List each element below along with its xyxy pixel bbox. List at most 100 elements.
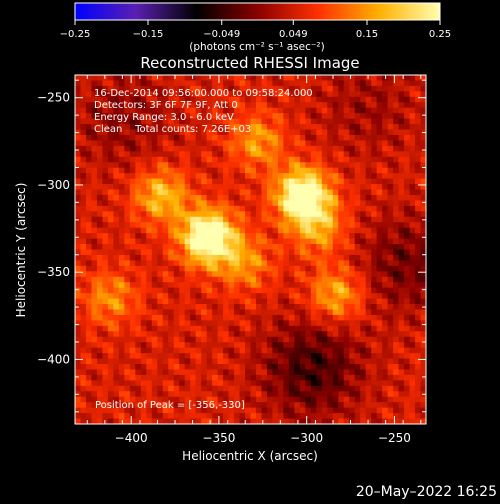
heatmap-cell bbox=[179, 347, 186, 354]
heatmap-cell bbox=[365, 96, 372, 103]
heatmap-cell bbox=[310, 380, 317, 387]
heatmap-cell bbox=[288, 364, 295, 371]
heatmap-cell bbox=[124, 75, 131, 82]
heatmap-cell bbox=[118, 194, 125, 202]
heatmap-cell bbox=[135, 358, 142, 365]
heatmap-cell bbox=[129, 102, 136, 109]
heatmap-cell bbox=[168, 156, 175, 163]
heatmap-cell bbox=[415, 380, 422, 387]
heatmap-cell bbox=[376, 347, 383, 354]
heatmap-cell bbox=[349, 134, 356, 142]
heatmap-cell bbox=[190, 347, 197, 354]
heatmap-cell bbox=[124, 85, 131, 92]
heatmap-cell bbox=[96, 211, 104, 218]
heatmap-cell bbox=[261, 244, 268, 251]
heatmap-cell bbox=[201, 396, 208, 403]
heatmap-cell bbox=[283, 271, 290, 278]
heatmap-cell bbox=[255, 353, 263, 360]
heatmap-cell bbox=[157, 320, 164, 327]
heatmap-cell bbox=[113, 418, 120, 424]
heatmap-cell bbox=[283, 205, 290, 212]
heatmap-cell bbox=[283, 320, 290, 327]
heatmap-cell bbox=[420, 233, 426, 240]
heatmap-cell bbox=[129, 151, 136, 158]
heatmap-cell bbox=[124, 233, 131, 240]
heatmap-cell bbox=[404, 407, 411, 414]
heatmap-cell bbox=[376, 342, 383, 349]
heatmap-cell bbox=[206, 385, 213, 392]
heatmap-cell bbox=[382, 254, 389, 261]
heatmap-cell bbox=[409, 385, 416, 392]
heatmap-cell bbox=[261, 249, 268, 256]
heatmap-cell bbox=[80, 413, 87, 420]
heatmap-cell bbox=[371, 374, 378, 381]
heatmap-cell bbox=[415, 156, 422, 163]
heatmap-cell bbox=[338, 271, 345, 278]
heatmap-cell bbox=[212, 385, 219, 392]
heatmap-cell bbox=[316, 320, 323, 327]
heatmap-cell bbox=[283, 402, 290, 409]
heatmap-cell bbox=[102, 233, 109, 240]
heatmap-cell bbox=[321, 374, 328, 381]
heatmap-cell bbox=[393, 194, 400, 202]
heatmap-cell bbox=[146, 364, 153, 371]
heatmap-cell bbox=[316, 134, 323, 142]
heatmap-cell bbox=[96, 162, 104, 169]
heatmap-cell bbox=[393, 364, 400, 371]
heatmap-cell bbox=[212, 227, 219, 234]
heatmap-cell bbox=[146, 418, 153, 424]
heatmap-cell bbox=[124, 80, 131, 87]
heatmap-cell bbox=[96, 222, 104, 229]
heatmap-cell bbox=[168, 96, 175, 103]
heatmap-cell bbox=[184, 347, 191, 354]
heatmap-cell bbox=[404, 304, 411, 311]
heatmap-cell bbox=[338, 233, 345, 240]
heatmap-cell bbox=[365, 282, 372, 289]
heatmap-cell bbox=[349, 178, 356, 185]
heatmap-cell bbox=[321, 222, 328, 229]
heatmap-cell bbox=[102, 374, 109, 381]
heatmap-cell bbox=[113, 140, 120, 147]
heatmap-cell bbox=[299, 238, 306, 245]
heatmap-cell bbox=[173, 249, 180, 256]
heatmap-cell bbox=[118, 156, 125, 163]
heatmap-cell bbox=[354, 102, 361, 109]
heatmap-cell bbox=[420, 244, 426, 251]
heatmap-cell bbox=[212, 287, 219, 294]
heatmap-cell bbox=[245, 162, 252, 169]
heatmap-cell bbox=[404, 91, 411, 98]
heatmap-cell bbox=[80, 402, 87, 409]
heatmap-cell bbox=[201, 391, 208, 398]
heatmap-cell bbox=[217, 200, 224, 207]
heatmap-cell bbox=[420, 396, 426, 403]
heatmap-cell bbox=[157, 249, 164, 256]
heatmap-cell bbox=[151, 200, 158, 207]
heatmap-cell bbox=[245, 118, 252, 125]
heatmap-cell bbox=[272, 134, 279, 142]
heatmap-cell bbox=[327, 254, 334, 261]
heatmap-cell bbox=[107, 244, 114, 251]
heatmap-cell bbox=[283, 309, 290, 316]
heatmap-cell bbox=[85, 96, 93, 103]
heatmap-cell bbox=[168, 200, 175, 207]
heatmap-cell bbox=[157, 325, 164, 332]
heatmap-cell bbox=[85, 298, 93, 305]
heatmap-cell bbox=[321, 189, 328, 196]
heatmap-cell bbox=[316, 124, 323, 131]
heatmap-cell bbox=[239, 254, 246, 261]
heatmap-cell bbox=[393, 156, 400, 163]
heatmap-cell bbox=[184, 265, 191, 272]
heatmap-cell bbox=[113, 238, 120, 245]
colorbar-tick-label: −0.049 bbox=[203, 29, 240, 40]
heatmap-cell bbox=[168, 418, 175, 424]
heatmap-cell bbox=[382, 151, 389, 158]
heatmap-cell bbox=[393, 189, 400, 196]
heatmap-cell bbox=[206, 413, 213, 420]
heatmap-cell bbox=[157, 385, 164, 392]
heatmap-cell bbox=[354, 254, 361, 261]
heatmap-cell bbox=[206, 298, 213, 305]
heatmap-cell bbox=[206, 85, 213, 92]
heatmap-cell bbox=[338, 184, 345, 191]
heatmap-cell bbox=[228, 391, 235, 398]
heatmap-cell bbox=[129, 118, 136, 125]
